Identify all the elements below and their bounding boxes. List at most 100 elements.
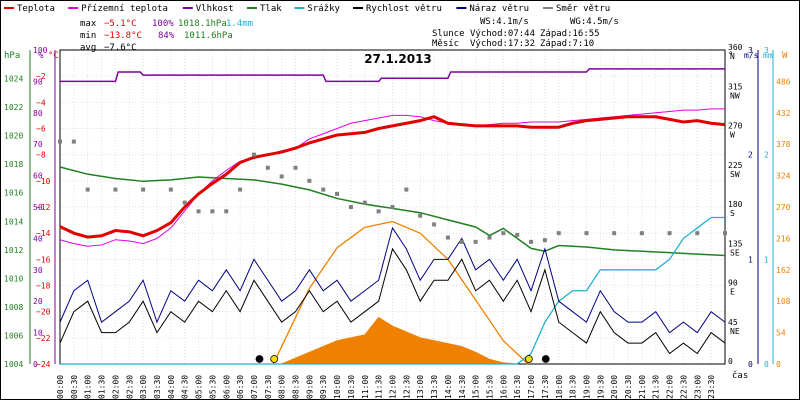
stat-min-press: 1011.6hPa — [184, 31, 233, 41]
time-tick: 22:30 — [679, 375, 688, 399]
legend-label: Směr větru — [556, 4, 610, 14]
w-tick: 378 — [776, 140, 791, 149]
time-tick: 18:00 — [555, 375, 564, 399]
w-tick: 0 — [776, 360, 781, 369]
time-tick: 07:00 — [250, 375, 259, 399]
time-tick: 14:30 — [458, 375, 467, 399]
wind-direction-point — [307, 178, 312, 183]
hpa-tick: 1006 — [4, 331, 23, 340]
hpa-tick: 1024 — [4, 75, 23, 84]
sunset-marker — [524, 355, 533, 363]
time-tick: 21:30 — [652, 375, 661, 399]
wind-direction-point — [473, 239, 478, 244]
pct-tick: 80 — [33, 109, 43, 118]
deg-axis-label: ° — [728, 51, 733, 61]
time-tick: 06:00 — [222, 375, 231, 399]
hpa-tick: 1014 — [4, 217, 23, 226]
pct-tick: 100 — [33, 46, 48, 55]
time-tick: 08:00 — [278, 375, 287, 399]
time-tick: 05:30 — [208, 375, 217, 399]
hpa-tick: 1012 — [4, 246, 23, 255]
temp-tick: −22 — [36, 334, 51, 343]
wind-direction-point — [293, 165, 298, 170]
temp-tick: −10 — [36, 177, 51, 186]
time-tick: 17:30 — [541, 375, 550, 399]
wind-direction-point — [182, 200, 187, 205]
time-tick: 20:00 — [610, 375, 619, 399]
pct-tick: 90 — [33, 77, 43, 86]
wind-direction-point — [584, 231, 589, 236]
mm-tick: 3 — [764, 46, 769, 55]
gust-line — [59, 226, 726, 334]
time-tick: 01:30 — [98, 375, 107, 399]
time-tick: 02:00 — [111, 375, 120, 399]
wind-speed-line — [59, 247, 726, 355]
ms-axis-label: m/s — [744, 51, 759, 60]
wind-direction-point — [168, 187, 173, 192]
time-tick: 08:30 — [292, 375, 301, 399]
legend-label: Rychlost větru — [366, 4, 442, 14]
wind-direction-point — [238, 187, 243, 192]
legend-label: Teplota — [17, 4, 55, 14]
hpa-tick: 1018 — [4, 160, 23, 169]
ms-tick: 0 — [748, 360, 753, 369]
radiation-area — [281, 316, 518, 365]
stat-avg-label: avg — [80, 43, 96, 53]
time-tick: 14:00 — [444, 375, 453, 399]
dir-tick-deg: 270 — [728, 122, 743, 131]
wind-direction-point — [445, 235, 450, 240]
temp-tick: −6 — [36, 125, 46, 134]
wind-direction-point — [612, 231, 617, 236]
pct-tick: 60 — [33, 172, 43, 181]
temp-tick: −16 — [36, 255, 51, 264]
w-tick: 324 — [776, 172, 791, 181]
hpa-tick: 1022 — [4, 103, 23, 112]
wind-direction-point — [362, 200, 367, 205]
w-tick: 216 — [776, 234, 791, 243]
sunrise-marker — [270, 355, 279, 363]
hpa-axis-label: hPa — [4, 51, 20, 61]
w-tick: 270 — [776, 203, 791, 212]
moonset-marker — [255, 355, 264, 363]
time-tick: 10:00 — [333, 375, 342, 399]
w-tick: 108 — [776, 297, 791, 306]
time-tick: 05:00 — [195, 375, 204, 399]
stat-max-label: max — [80, 19, 97, 29]
legend-label: Náraz větru — [469, 4, 529, 14]
pct-tick: 20 — [33, 297, 43, 306]
time-tick: 00:00 — [56, 375, 65, 399]
pressure-line — [59, 166, 726, 257]
time-tick: 04:00 — [167, 375, 176, 399]
w-tick: 54 — [776, 329, 786, 338]
mm-axis-label: mm — [763, 51, 773, 60]
time-tick: 04:30 — [181, 375, 190, 399]
legend-label: Vlhkost — [196, 4, 234, 14]
dir-tick-name: N — [730, 52, 735, 61]
temp-tick: −18 — [36, 282, 51, 291]
dir-tick-name: E — [730, 288, 735, 297]
wind-direction-point — [667, 231, 672, 236]
wind-direction-point — [141, 187, 146, 192]
time-tick: 20:30 — [624, 375, 633, 399]
temperature-line — [59, 115, 726, 239]
pct-axis-label: % — [38, 51, 44, 61]
wind-direction-point — [432, 222, 437, 227]
dir-tick-deg: 0 — [728, 357, 733, 366]
wind-direction-point — [501, 231, 506, 236]
wind-direction-point — [639, 231, 644, 236]
mm-tick: 0 — [764, 360, 769, 369]
temp-tick: −14 — [36, 229, 51, 238]
wind-direction-point — [335, 191, 340, 196]
chart-date-title: 27.1.2013 — [364, 52, 432, 66]
time-tick: 09:30 — [319, 375, 328, 399]
wg-info: WG:4.5m/s — [570, 17, 619, 27]
dir-tick-name: SW — [730, 170, 740, 179]
sun-label: Slunce — [432, 29, 465, 39]
wind-direction-point — [85, 187, 90, 192]
dir-tick-deg: 90 — [728, 279, 738, 288]
time-tick: 02:30 — [125, 375, 134, 399]
wind-direction-point — [418, 213, 423, 218]
wind-direction-point — [695, 231, 700, 236]
temp-axis-label: °C — [48, 51, 59, 61]
time-tick: 19:00 — [582, 375, 591, 399]
